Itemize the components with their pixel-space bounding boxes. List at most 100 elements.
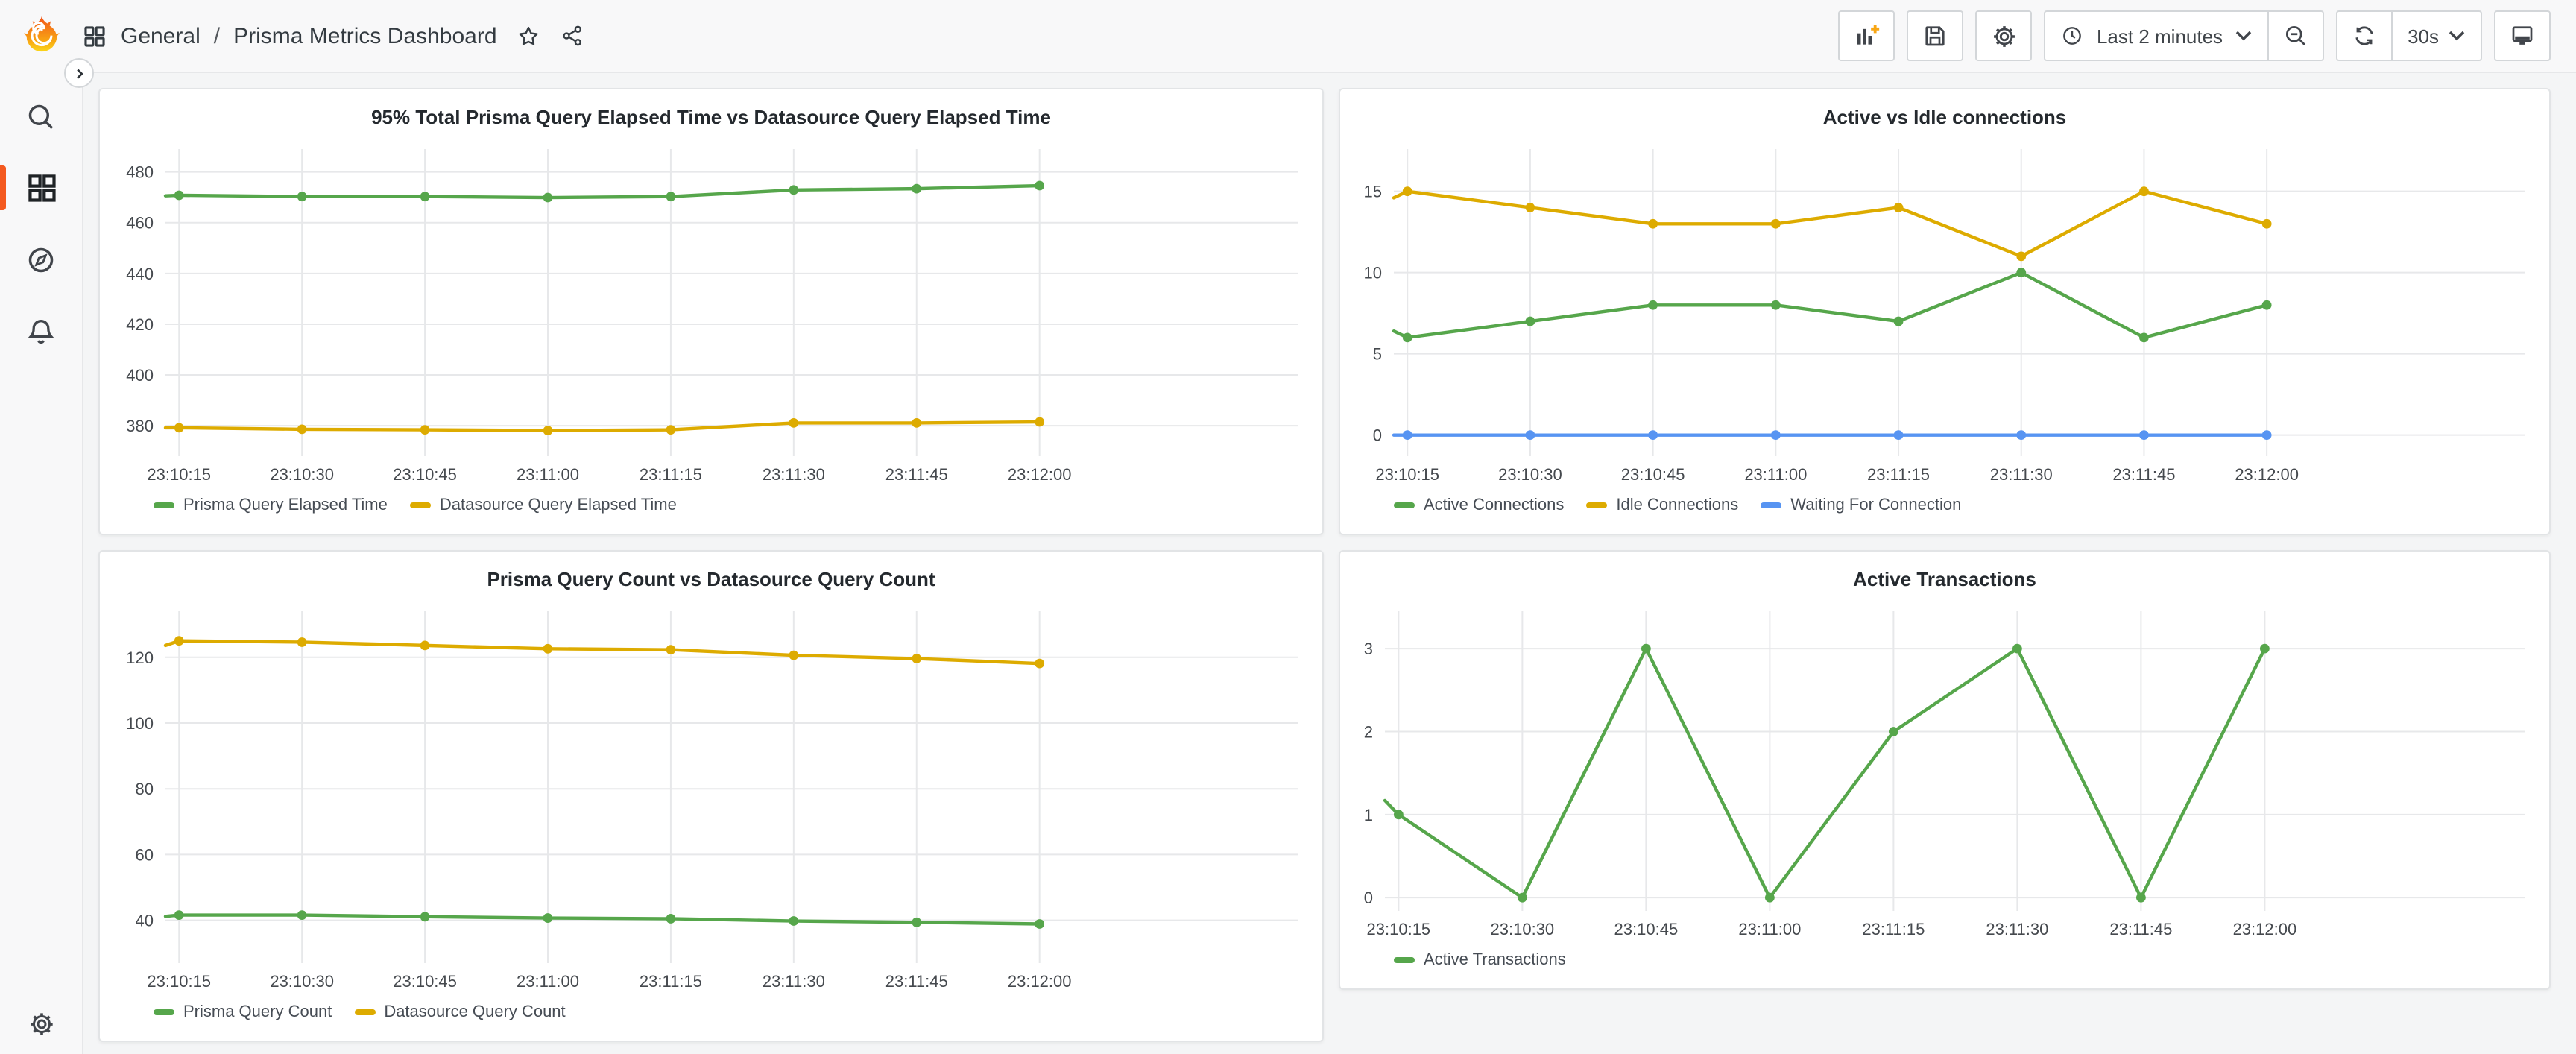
data-point[interactable] xyxy=(2261,430,2272,441)
data-point[interactable] xyxy=(1402,332,1412,343)
data-point[interactable] xyxy=(1893,316,1904,326)
data-point[interactable] xyxy=(2139,186,2149,197)
data-point[interactable] xyxy=(2016,268,2027,278)
data-point[interactable] xyxy=(1517,892,1527,903)
breadcrumb-folder[interactable]: General xyxy=(121,23,201,48)
refresh-interval-picker[interactable]: 30s xyxy=(2393,10,2482,61)
data-point[interactable] xyxy=(297,910,307,920)
data-point[interactable] xyxy=(543,192,553,203)
panel-title[interactable]: Active vs Idle connections xyxy=(1822,106,2067,128)
data-point[interactable] xyxy=(2139,430,2149,441)
data-point[interactable] xyxy=(1648,218,1658,229)
star-outline-icon[interactable] xyxy=(517,23,542,48)
data-point[interactable] xyxy=(666,192,676,202)
kiosk-mode-button[interactable] xyxy=(2494,10,2551,61)
data-point[interactable] xyxy=(420,912,430,922)
data-point[interactable] xyxy=(1525,203,1535,212)
data-point[interactable] xyxy=(1648,300,1658,310)
panel-title[interactable]: Prisma Query Count vs Datasource Query C… xyxy=(487,568,935,590)
data-point[interactable] xyxy=(543,643,553,654)
panel-title[interactable]: 95% Total Prisma Query Elapsed Time vs D… xyxy=(371,106,1051,128)
save-dashboard-button[interactable] xyxy=(1907,10,1964,61)
data-point[interactable] xyxy=(2139,332,2149,343)
data-point[interactable] xyxy=(1641,643,1651,654)
timeseries-chart: 380 400 420 440 460 480 23:10:15 23:10:30 23:10:… xyxy=(126,149,1298,484)
panel-active-transactions: Active Transactions 0 1 2 3 23:10:15 23:10:30… xyxy=(1339,550,2551,990)
time-range-picker[interactable]: Last 2 minutes xyxy=(2044,10,2270,61)
data-point[interactable] xyxy=(1893,430,1904,441)
data-point[interactable] xyxy=(174,423,184,433)
data-point[interactable] xyxy=(420,425,430,435)
data-point[interactable] xyxy=(2012,643,2022,654)
data-point[interactable] xyxy=(1035,180,1045,191)
sidebar-item-admin[interactable] xyxy=(0,1009,82,1039)
add-panel-button[interactable] xyxy=(1838,10,1895,61)
data-point[interactable] xyxy=(1764,892,1775,903)
data-point[interactable] xyxy=(297,192,307,202)
data-point[interactable] xyxy=(912,183,922,194)
data-point[interactable] xyxy=(174,190,184,201)
sidebar-expand-button[interactable] xyxy=(64,58,94,88)
data-point[interactable] xyxy=(420,192,430,202)
legend-item[interactable]: Datasource Query Elapsed Time xyxy=(409,496,677,514)
data-point[interactable] xyxy=(1035,919,1045,929)
sidebar-item-dashboards[interactable] xyxy=(0,152,82,224)
refresh-button[interactable] xyxy=(2336,10,2393,61)
data-point[interactable] xyxy=(912,417,922,428)
y-tick-label: 80 xyxy=(136,780,154,798)
data-point[interactable] xyxy=(1035,417,1045,427)
legend-item[interactable]: Prisma Query Count xyxy=(154,1003,332,1021)
data-point[interactable] xyxy=(297,424,307,435)
data-point[interactable] xyxy=(543,426,553,436)
data-point[interactable] xyxy=(912,654,922,663)
data-point[interactable] xyxy=(297,637,307,647)
data-point[interactable] xyxy=(912,917,922,927)
zoom-out-button[interactable] xyxy=(2269,10,2325,61)
data-point[interactable] xyxy=(666,645,676,655)
data-point[interactable] xyxy=(2261,218,2272,229)
data-point[interactable] xyxy=(174,910,184,920)
data-point[interactable] xyxy=(1770,430,1781,441)
data-point[interactable] xyxy=(789,185,799,195)
data-point[interactable] xyxy=(1525,430,1535,441)
legend-item[interactable]: Datasource Query Count xyxy=(354,1003,566,1021)
data-point[interactable] xyxy=(2016,251,2027,262)
data-point[interactable] xyxy=(1893,203,1904,212)
panel-title[interactable]: Active Transactions xyxy=(1853,568,2036,590)
sidebar-item-explore[interactable] xyxy=(0,224,82,295)
data-point[interactable] xyxy=(1525,316,1535,326)
data-point[interactable] xyxy=(666,914,676,924)
data-point[interactable] xyxy=(1888,727,1898,736)
data-point[interactable] xyxy=(2016,430,2027,441)
grafana-logo[interactable] xyxy=(0,15,82,57)
active-section-indicator xyxy=(0,165,6,210)
data-point[interactable] xyxy=(2261,300,2272,310)
data-point[interactable] xyxy=(1035,658,1045,669)
data-point[interactable] xyxy=(789,650,799,660)
share-alt-icon[interactable] xyxy=(561,24,585,48)
data-point[interactable] xyxy=(543,913,553,923)
chevron-down-icon xyxy=(2235,31,2252,41)
sidebar-item-alerting[interactable] xyxy=(0,295,82,367)
sidebar-item-search[interactable] xyxy=(0,81,82,152)
series-line xyxy=(1383,646,2267,900)
legend-item[interactable]: Active Transactions xyxy=(1394,951,1566,969)
dashboard-settings-button[interactable] xyxy=(1975,10,2033,61)
legend-item[interactable]: Idle Connections xyxy=(1586,496,1738,514)
data-point[interactable] xyxy=(1648,430,1658,441)
data-point[interactable] xyxy=(2259,643,2270,654)
data-point[interactable] xyxy=(1402,186,1412,197)
data-point[interactable] xyxy=(2135,892,2146,903)
data-point[interactable] xyxy=(1393,810,1404,820)
data-point[interactable] xyxy=(789,916,799,926)
data-point[interactable] xyxy=(666,425,676,435)
data-point[interactable] xyxy=(1770,300,1781,310)
data-point[interactable] xyxy=(789,417,799,428)
legend-item[interactable]: Prisma Query Elapsed Time xyxy=(154,496,388,514)
legend-item[interactable]: Active Connections xyxy=(1394,496,1564,514)
data-point[interactable] xyxy=(1770,218,1781,229)
data-point[interactable] xyxy=(174,636,184,646)
data-point[interactable] xyxy=(1402,430,1412,441)
legend-item[interactable]: Waiting For Connection xyxy=(1761,496,1961,514)
data-point[interactable] xyxy=(420,640,430,651)
